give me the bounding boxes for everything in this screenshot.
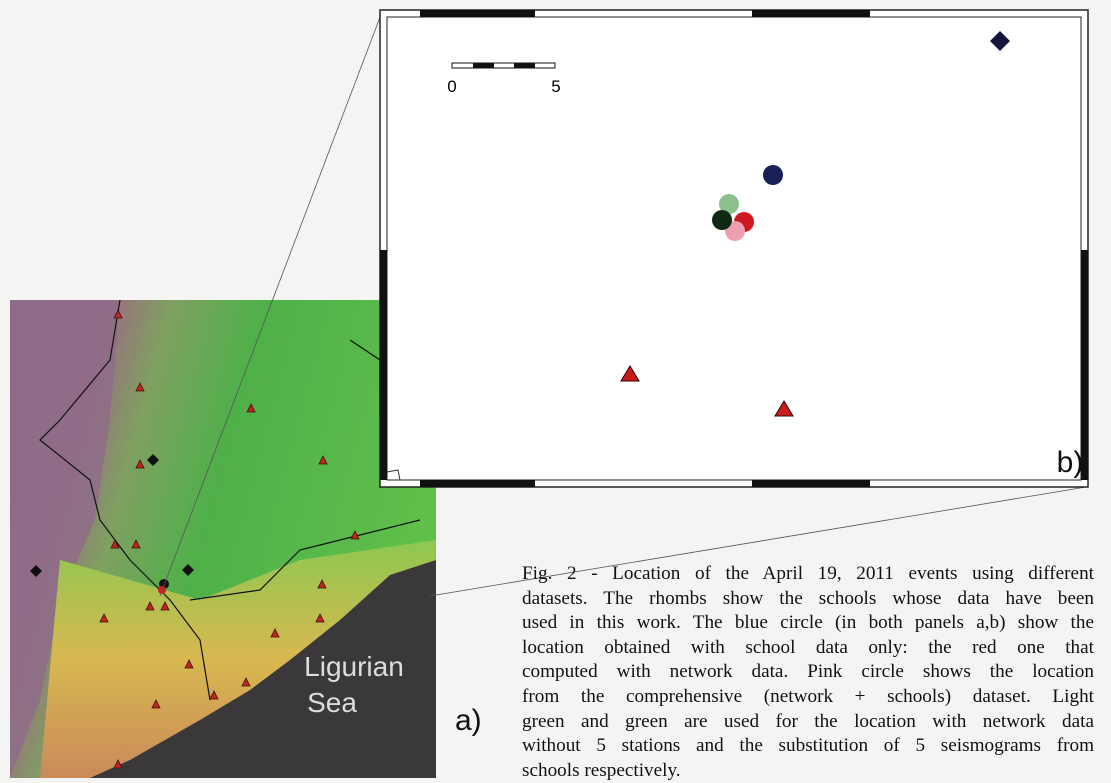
panel-label: a) — [455, 704, 482, 737]
caption-line: computed with network data. Pink circle … — [522, 660, 1094, 685]
panel-label: b) — [1057, 446, 1084, 479]
caption-line: schools respectively. — [522, 759, 1094, 783]
blue-circle — [763, 165, 783, 185]
caption-line: datasets. The rhombs show the schools wh… — [522, 587, 1094, 612]
sea-label: Sea — [307, 687, 357, 718]
caption-line: green and green are used for the locatio… — [522, 710, 1094, 735]
scale-bar — [452, 63, 555, 68]
scale-label: 5 — [551, 77, 560, 96]
caption-line: location obtained with school data only:… — [522, 636, 1094, 661]
sea-label: Ligurian — [304, 651, 404, 682]
caption-line: from the comprehensive (network + school… — [522, 685, 1094, 710]
panel-inner — [387, 17, 1081, 480]
caption-line: Fig. 2 - Location of the April 19, 2011 … — [522, 562, 1094, 587]
caption-line: without 5 stations and the substitution … — [522, 734, 1094, 759]
page: Ligurian Sea a) 0 5 b) Fig. 2 - Location… — [0, 0, 1111, 778]
scale-label: 0 — [447, 77, 456, 96]
caption: Fig. 2 - Location of the April 19, 2011 … — [522, 562, 1094, 783]
map-panel-b: 0 5 — [380, 10, 1088, 487]
green-circle — [712, 210, 732, 230]
caption-line: used in this work. The blue circle (in b… — [522, 611, 1094, 636]
